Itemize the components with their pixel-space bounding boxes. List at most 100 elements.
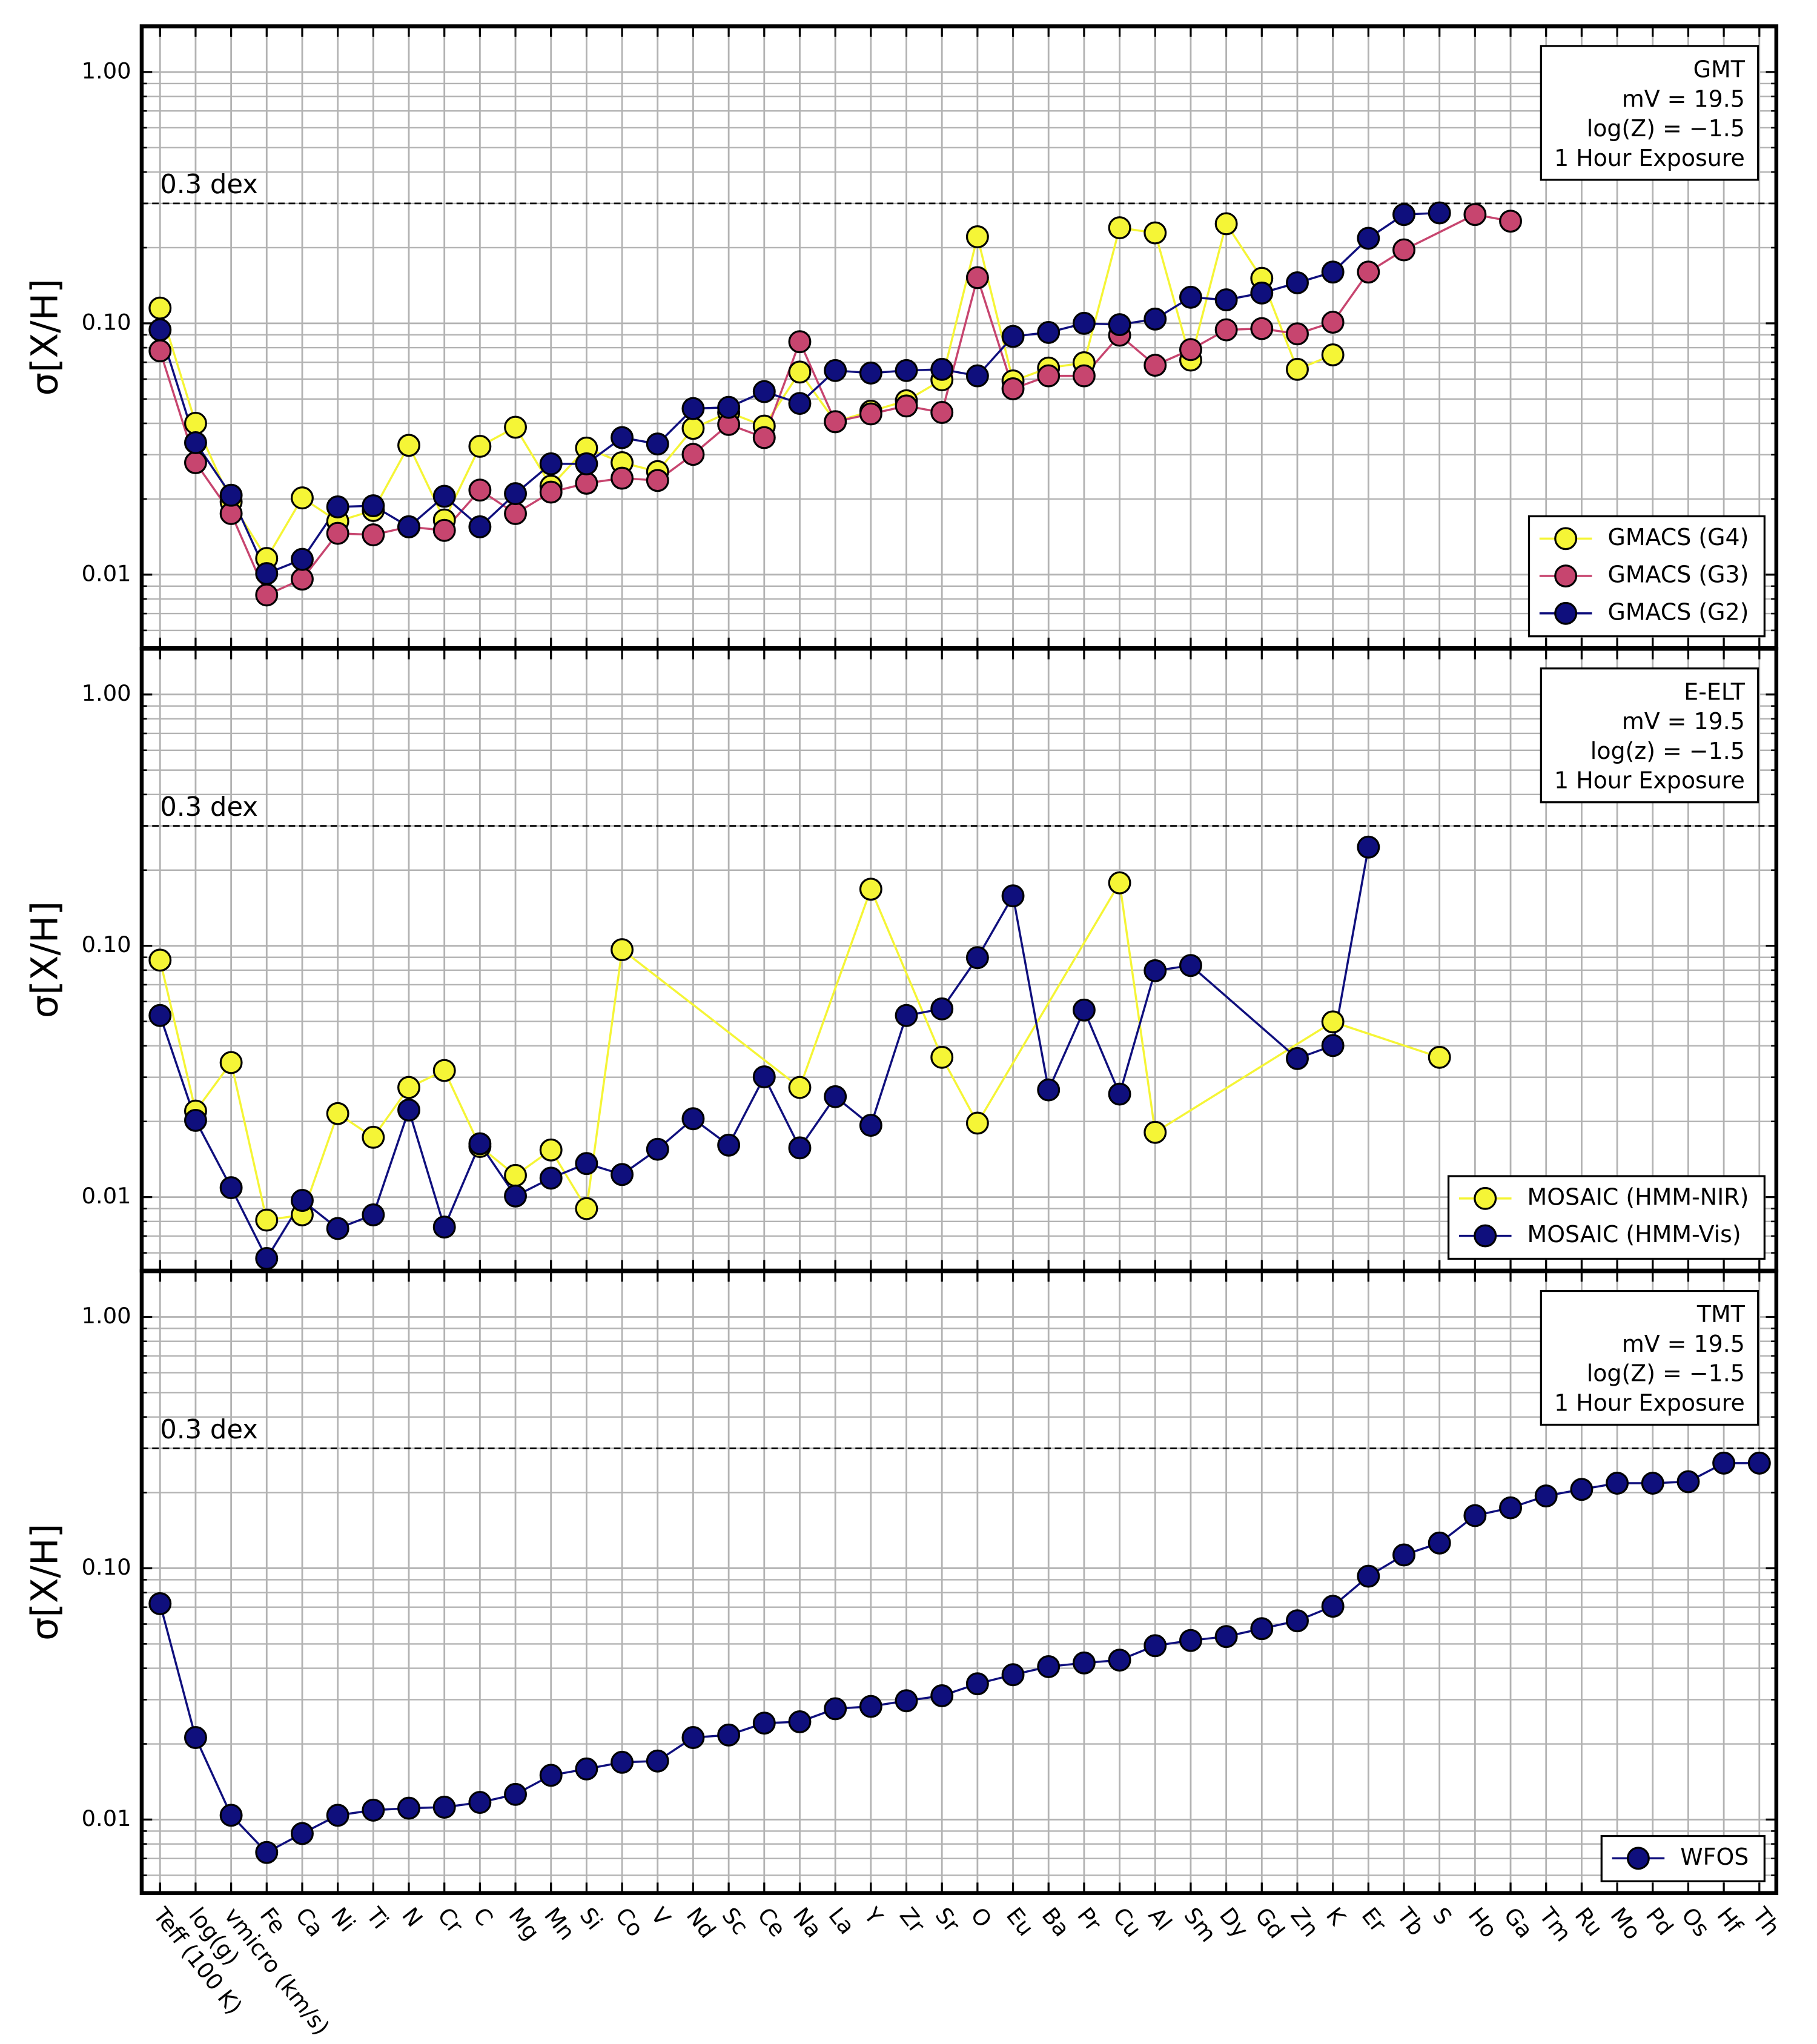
marker bbox=[1143, 354, 1167, 377]
marker bbox=[468, 435, 492, 458]
axes-frame bbox=[139, 1269, 1779, 1896]
marker bbox=[575, 1152, 598, 1176]
x-tick-label: Zr bbox=[895, 1903, 930, 1939]
reference-label: 0.3 dex bbox=[160, 170, 258, 200]
marker bbox=[504, 415, 527, 439]
x-tick-label: Si bbox=[575, 1903, 608, 1935]
marker bbox=[681, 1726, 705, 1749]
marker bbox=[824, 1085, 847, 1108]
marker bbox=[1712, 1451, 1736, 1475]
marker bbox=[291, 1189, 314, 1212]
annotation-box bbox=[1540, 1289, 1759, 1426]
marker bbox=[1499, 1496, 1523, 1520]
legend-label: GMACS (G4) bbox=[1607, 524, 1749, 551]
marker bbox=[752, 426, 776, 449]
marker bbox=[397, 515, 420, 538]
marker bbox=[326, 521, 349, 545]
marker bbox=[824, 359, 847, 382]
marker bbox=[859, 362, 882, 385]
marker bbox=[965, 1111, 989, 1135]
marker bbox=[219, 1176, 243, 1200]
annotation-text: mV = 19.5 bbox=[1622, 708, 1745, 735]
marker bbox=[1037, 1078, 1061, 1102]
marker bbox=[717, 1133, 741, 1157]
marker bbox=[1179, 285, 1202, 309]
marker bbox=[788, 392, 812, 415]
marker bbox=[1143, 307, 1167, 331]
marker bbox=[1037, 364, 1061, 388]
x-tick-label: Sm bbox=[1179, 1903, 1221, 1947]
marker bbox=[1072, 364, 1096, 388]
x-tick-label: Hf bbox=[1712, 1903, 1748, 1939]
reference-label: 0.3 dex bbox=[160, 1415, 258, 1445]
marker bbox=[504, 1782, 527, 1806]
marker bbox=[539, 1764, 563, 1787]
marker bbox=[432, 518, 456, 542]
marker bbox=[752, 380, 776, 403]
marker bbox=[895, 359, 918, 382]
marker bbox=[930, 997, 954, 1020]
x-tick-label: La bbox=[823, 1903, 859, 1939]
marker bbox=[362, 523, 385, 547]
marker bbox=[1250, 281, 1274, 305]
line-segment bbox=[1118, 882, 1156, 1133]
x-tick-label: Ni bbox=[326, 1903, 360, 1937]
line-segment bbox=[941, 1056, 979, 1124]
marker bbox=[148, 318, 172, 342]
annotation-text: log(Z) = −1.5 bbox=[1587, 1360, 1745, 1387]
line-segment bbox=[870, 1015, 908, 1126]
marker bbox=[255, 1246, 279, 1270]
line-segment bbox=[1190, 223, 1228, 361]
marker bbox=[1321, 260, 1345, 284]
x-tick-label: Mo bbox=[1605, 1903, 1646, 1945]
marker bbox=[717, 395, 741, 419]
marker bbox=[468, 515, 492, 538]
marker bbox=[432, 485, 456, 508]
marker bbox=[752, 1065, 776, 1088]
marker bbox=[646, 432, 669, 456]
annotation-text: 1 Hour Exposure bbox=[1554, 1389, 1745, 1416]
x-tick-label: Mg bbox=[503, 1903, 544, 1945]
marker bbox=[1286, 322, 1309, 346]
line-segment bbox=[194, 1120, 233, 1188]
marker bbox=[930, 357, 954, 381]
marker bbox=[1428, 201, 1451, 225]
marker bbox=[1286, 271, 1309, 294]
marker bbox=[930, 1045, 954, 1069]
x-tick-label: Er bbox=[1357, 1903, 1392, 1937]
y-tick-label: 1.00 bbox=[82, 680, 131, 706]
line-segment bbox=[798, 341, 836, 423]
x-tick-label: Ru bbox=[1570, 1903, 1608, 1942]
x-tick-label: Sc bbox=[717, 1903, 753, 1940]
marker bbox=[1392, 1543, 1415, 1567]
marker bbox=[575, 1197, 598, 1220]
marker bbox=[965, 946, 989, 970]
line-segment bbox=[230, 1062, 268, 1220]
x-tick-label: Na bbox=[788, 1903, 827, 1943]
marker bbox=[930, 1684, 954, 1707]
annotation-text: log(Z) = −1.5 bbox=[1587, 115, 1745, 142]
marker bbox=[895, 1689, 918, 1713]
marker bbox=[1286, 357, 1309, 381]
line-segment bbox=[941, 236, 979, 380]
marker bbox=[1606, 1472, 1629, 1495]
marker bbox=[681, 1107, 705, 1131]
marker bbox=[1676, 1470, 1700, 1493]
marker bbox=[611, 426, 634, 449]
marker bbox=[184, 1108, 207, 1132]
marker bbox=[468, 1791, 492, 1814]
legend-marker bbox=[1554, 601, 1578, 625]
marker bbox=[539, 1166, 563, 1190]
marker bbox=[255, 1208, 279, 1232]
marker bbox=[468, 1132, 492, 1156]
x-tick-label: Th bbox=[1747, 1902, 1785, 1940]
marker bbox=[219, 1051, 243, 1074]
x-tick-label: C bbox=[468, 1903, 498, 1931]
marker bbox=[1179, 338, 1202, 362]
marker bbox=[184, 431, 207, 454]
y-tick-label: 1.00 bbox=[82, 58, 131, 84]
marker bbox=[965, 1672, 989, 1696]
line-segment bbox=[230, 1187, 268, 1259]
